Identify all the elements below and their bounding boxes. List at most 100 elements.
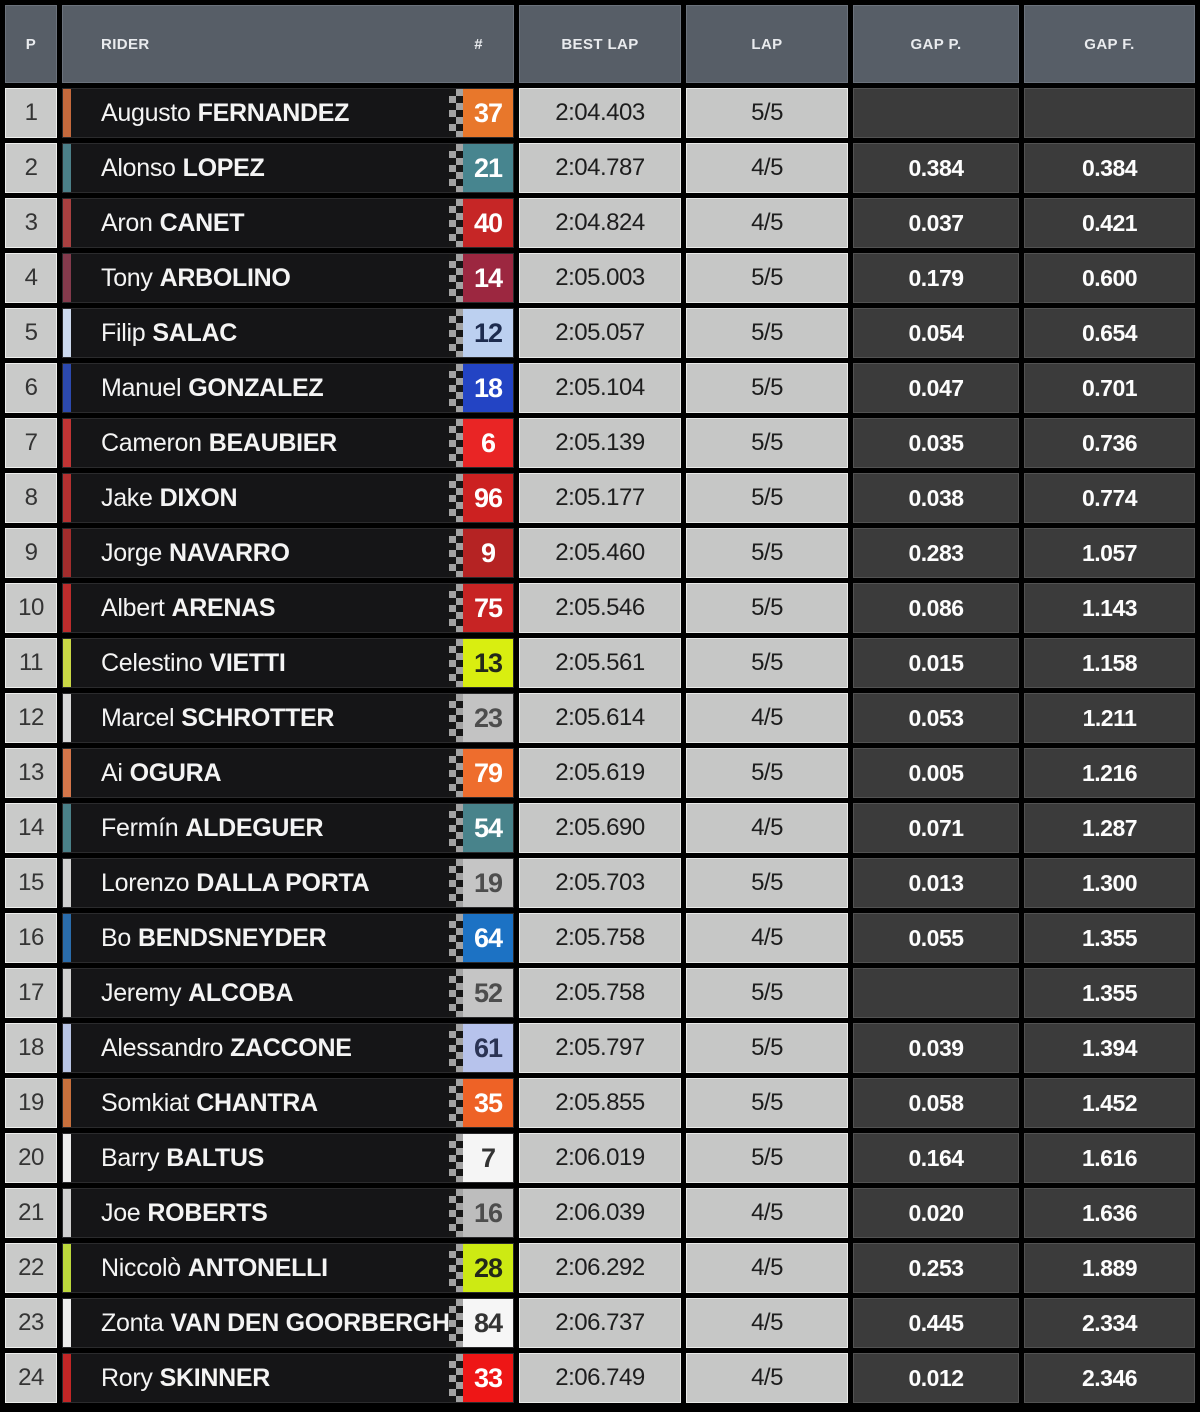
rider-cell: Bo BENDSNEYDER 64 xyxy=(62,913,514,963)
rider-first-name: Tony xyxy=(101,263,153,292)
rider-number-plate: 18 xyxy=(463,364,513,412)
gap-prev-cell: 0.012 xyxy=(853,1353,1019,1403)
gap-first-value: 0.701 xyxy=(1081,374,1138,401)
position-value: 9 xyxy=(24,539,38,566)
rider-number-plate: 40 xyxy=(463,199,513,247)
position-cell: 4 xyxy=(5,253,57,303)
rider-number-plate: 64 xyxy=(463,914,513,962)
table-row[interactable]: 12 Marcel SCHROTTER 23 2:05.614 4/5 0.053… xyxy=(5,693,1195,743)
rider-cell: Celestino VIETTI 13 xyxy=(62,638,514,688)
lap-value: 5/5 xyxy=(751,759,783,786)
header-cell-gap-first: GAP F. xyxy=(1024,5,1195,83)
table-row[interactable]: 16 Bo BENDSNEYDER 64 2:05.758 4/5 0.055 1… xyxy=(5,913,1195,963)
gap-prev-value: 0.005 xyxy=(908,759,964,786)
lap-cell: 5/5 xyxy=(686,968,848,1018)
lap-value: 5/5 xyxy=(751,1034,783,1061)
gap-first-cell: 1.452 xyxy=(1024,1078,1195,1128)
rider-first-name: Jake xyxy=(101,483,153,512)
gap-prev-value: 0.086 xyxy=(908,594,964,621)
gap-first-value: 0.736 xyxy=(1081,429,1138,456)
rider-number-plate: 21 xyxy=(463,144,513,192)
table-row[interactable]: 22 Niccolò ANTONELLI 28 2:06.292 4/5 0.25… xyxy=(5,1243,1195,1293)
lap-cell: 5/5 xyxy=(686,528,848,578)
table-row[interactable]: 7 Cameron BEAUBIER 6 2:05.139 5/5 0.035 0… xyxy=(5,418,1195,468)
rider-name: Manuel GONZALEZ xyxy=(101,374,324,403)
table-row[interactable]: 15 Lorenzo DALLA PORTA 19 2:05.703 5/5 0.… xyxy=(5,858,1195,908)
lap-cell: 5/5 xyxy=(686,418,848,468)
team-color-stripe xyxy=(63,749,71,797)
lap-value: 5/5 xyxy=(751,539,783,566)
gap-prev-cell: 0.445 xyxy=(853,1298,1019,1348)
table-row[interactable]: 20 Barry BALTUS 7 2:06.019 5/5 0.164 1.61… xyxy=(5,1133,1195,1183)
gap-prev-cell: 0.253 xyxy=(853,1243,1019,1293)
table-row[interactable]: 19 Somkiat CHANTRA 35 2:05.855 5/5 0.058 … xyxy=(5,1078,1195,1128)
rider-last-name: OGURA xyxy=(129,758,222,787)
rider-first-name: Alonso xyxy=(101,153,176,182)
position-value: 22 xyxy=(18,1254,44,1281)
gap-prev-cell: 0.039 xyxy=(853,1023,1019,1073)
gap-first-value: 0.600 xyxy=(1081,264,1138,291)
rider-last-name: ARENAS xyxy=(171,593,276,622)
rider-name: Aron CANET xyxy=(101,209,245,238)
rider-name: Marcel SCHROTTER xyxy=(101,704,334,733)
table-row[interactable]: 14 Fermín ALDEGUER 54 2:05.690 4/5 0.071 … xyxy=(5,803,1195,853)
position-value: 8 xyxy=(24,484,38,511)
rider-last-name: ZACCONE xyxy=(230,1033,352,1062)
checkered-flag-pattern-icon xyxy=(449,1189,463,1237)
table-row[interactable]: 3 Aron CANET 40 2:04.824 4/5 0.037 0.421 xyxy=(5,198,1195,248)
table-row[interactable]: 11 Celestino VIETTI 13 2:05.561 5/5 0.015… xyxy=(5,638,1195,688)
best-lap-value: 2:05.758 xyxy=(555,979,645,1006)
rider-number-plate: 6 xyxy=(463,419,513,467)
rider-number-plate: 14 xyxy=(463,254,513,302)
lap-value: 5/5 xyxy=(751,1144,783,1171)
gap-prev-value: 0.283 xyxy=(908,539,964,566)
gap-first-value: 1.889 xyxy=(1081,1254,1138,1281)
best-lap-value: 2:05.561 xyxy=(555,649,645,676)
table-row[interactable]: 23 Zonta VAN DEN GOORBERGH 84 2:06.737 4/… xyxy=(5,1298,1195,1348)
rider-number-plate: 61 xyxy=(463,1024,513,1072)
gap-prev-cell: 0.055 xyxy=(853,913,1019,963)
table-row[interactable]: 24 Rory SKINNER 33 2:06.749 4/5 0.012 2.3… xyxy=(5,1353,1195,1403)
rider-last-name: VIETTI xyxy=(209,648,286,677)
gap-prev-cell: 0.047 xyxy=(853,363,1019,413)
table-row[interactable]: 1 Augusto FERNANDEZ 37 2:04.403 5/5 xyxy=(5,88,1195,138)
position-cell: 10 xyxy=(5,583,57,633)
best-lap-value: 2:04.787 xyxy=(555,154,645,181)
table-row[interactable]: 5 Filip SALAC 12 2:05.057 5/5 0.054 0.654 xyxy=(5,308,1195,358)
team-color-stripe xyxy=(63,584,71,632)
table-row[interactable]: 6 Manuel GONZALEZ 18 2:05.104 5/5 0.047 0… xyxy=(5,363,1195,413)
best-lap-cell: 2:06.292 xyxy=(519,1243,681,1293)
position-value: 16 xyxy=(18,924,44,951)
best-lap-value: 2:05.057 xyxy=(555,319,645,346)
gap-prev-value: 0.039 xyxy=(908,1034,964,1061)
table-row[interactable]: 9 Jorge NAVARRO 9 2:05.460 5/5 0.283 1.05… xyxy=(5,528,1195,578)
position-cell: 8 xyxy=(5,473,57,523)
rider-cell: Jorge NAVARRO 9 xyxy=(62,528,514,578)
gap-first-value: 1.355 xyxy=(1081,979,1138,1006)
team-color-stripe xyxy=(63,1354,71,1402)
best-lap-cell: 2:04.824 xyxy=(519,198,681,248)
table-row[interactable]: 8 Jake DIXON 96 2:05.177 5/5 0.038 0.774 xyxy=(5,473,1195,523)
table-row[interactable]: 17 Jeremy ALCOBA 52 2:05.758 5/5 1.355 xyxy=(5,968,1195,1018)
table-row[interactable]: 21 Joe ROBERTS 16 2:06.039 4/5 0.020 1.63… xyxy=(5,1188,1195,1238)
rider-first-name: Albert xyxy=(101,593,165,622)
best-lap-value: 2:05.619 xyxy=(555,759,645,786)
rider-last-name: NAVARRO xyxy=(169,538,290,567)
gap-prev-value: 0.071 xyxy=(908,814,964,841)
table-row[interactable]: 18 Alessandro ZACCONE 61 2:05.797 5/5 0.0… xyxy=(5,1023,1195,1073)
rider-last-name: LOPEZ xyxy=(182,153,265,182)
table-row[interactable]: 2 Alonso LOPEZ 21 2:04.787 4/5 0.384 0.38… xyxy=(5,143,1195,193)
best-lap-cell: 2:05.177 xyxy=(519,473,681,523)
best-lap-cell: 2:05.619 xyxy=(519,748,681,798)
lap-value: 4/5 xyxy=(751,1254,783,1281)
gap-first-cell: 1.211 xyxy=(1024,693,1195,743)
gap-first-cell: 1.616 xyxy=(1024,1133,1195,1183)
lap-cell: 5/5 xyxy=(686,473,848,523)
team-color-stripe xyxy=(63,1189,71,1237)
position-cell: 12 xyxy=(5,693,57,743)
table-row[interactable]: 4 Tony ARBOLINO 14 2:05.003 5/5 0.179 0.6… xyxy=(5,253,1195,303)
table-row[interactable]: 10 Albert ARENAS 75 2:05.546 5/5 0.086 1.… xyxy=(5,583,1195,633)
gap-prev-cell: 0.283 xyxy=(853,528,1019,578)
table-row[interactable]: 13 Ai OGURA 79 2:05.619 5/5 0.005 1.216 xyxy=(5,748,1195,798)
rider-name: Somkiat CHANTRA xyxy=(101,1089,318,1118)
